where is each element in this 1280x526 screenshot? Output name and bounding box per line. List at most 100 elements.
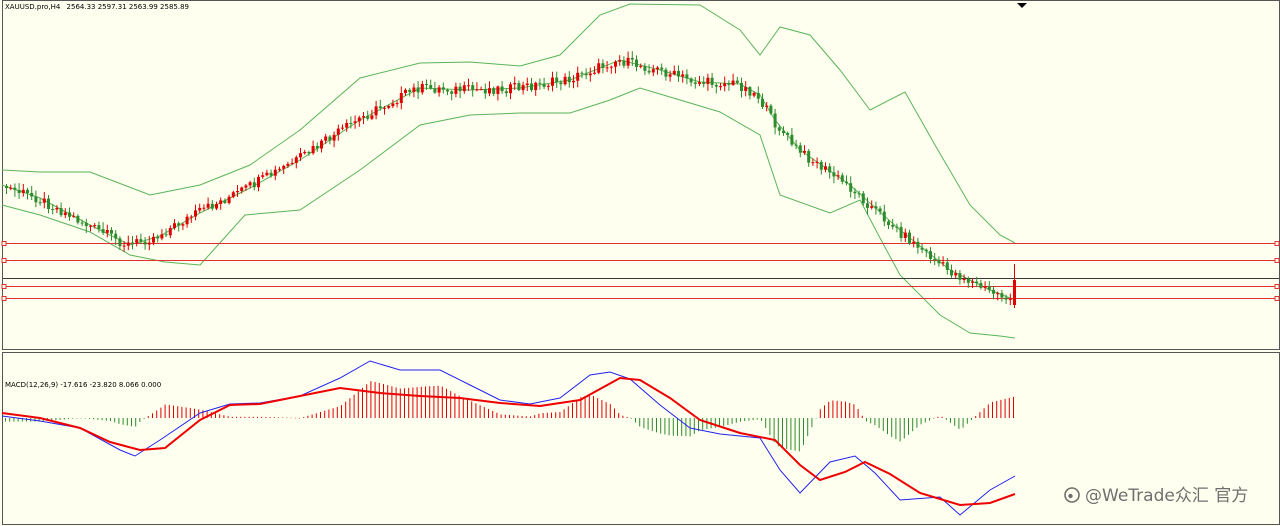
histogram-bar — [504, 414, 506, 418]
candle — [887, 219, 890, 229]
histogram-bar — [525, 416, 527, 418]
histogram-bar — [441, 386, 443, 418]
candle — [488, 81, 491, 97]
histogram-bar — [1013, 396, 1014, 418]
histogram-bar — [840, 401, 842, 418]
histogram-bar — [307, 415, 309, 418]
histogram-bar — [328, 409, 330, 418]
horizontal-levels[interactable] — [1, 241, 1280, 301]
level-handle-left[interactable] — [1, 258, 7, 263]
candle — [177, 221, 181, 232]
candle — [252, 177, 256, 191]
candle — [874, 201, 878, 215]
histogram-bar — [593, 396, 594, 418]
candle — [89, 224, 92, 232]
candle — [324, 133, 328, 144]
level-handle-right[interactable] — [1274, 241, 1280, 246]
candle — [147, 236, 151, 251]
candle — [315, 142, 319, 152]
candle — [1000, 290, 1004, 302]
candle — [824, 162, 827, 173]
candle — [945, 258, 949, 275]
candle — [353, 115, 357, 129]
candle — [173, 219, 176, 230]
candle — [143, 237, 147, 250]
candle — [462, 81, 466, 94]
histogram-bar — [105, 418, 107, 421]
candle — [815, 157, 819, 169]
level-handle-right[interactable] — [1274, 296, 1280, 301]
level-handle-right[interactable] — [1274, 258, 1280, 263]
candle — [903, 228, 907, 242]
candle — [202, 204, 206, 211]
candle — [782, 126, 785, 136]
candle — [320, 139, 323, 153]
histogram-bar — [882, 418, 884, 432]
candle — [5, 184, 8, 194]
candle — [399, 86, 403, 110]
macd-panel-label: MACD(12,26,9) -17.616 -23.820 8.066 0.00… — [5, 381, 161, 389]
candle — [93, 223, 97, 229]
level-handle-left[interactable] — [1, 296, 7, 301]
candle — [538, 78, 542, 90]
histogram-bar — [1004, 398, 1006, 418]
histogram-bar — [630, 418, 632, 419]
level-handle-right[interactable] — [1274, 284, 1280, 289]
histogram-bar — [740, 418, 741, 422]
histogram-bar — [68, 418, 69, 420]
candle — [525, 77, 529, 92]
candle — [51, 204, 55, 215]
level-handle-left[interactable] — [1, 284, 7, 289]
histogram-bar — [765, 418, 767, 428]
candle — [290, 158, 294, 166]
histogram-bar — [215, 413, 216, 418]
candle — [286, 161, 290, 169]
histogram-bar — [194, 408, 195, 418]
symbol-label: XAUUSD.pro,H4 — [5, 3, 61, 11]
histogram-bar — [345, 401, 347, 418]
candle — [996, 291, 1000, 301]
histogram-bar — [660, 418, 662, 434]
histogram-bar — [303, 417, 305, 418]
candle — [118, 236, 122, 250]
histogram-bar — [152, 413, 153, 418]
candle — [257, 174, 260, 192]
candle — [735, 76, 739, 85]
histogram-bar — [164, 404, 166, 418]
candle — [790, 128, 794, 147]
histogram-bar — [622, 415, 624, 418]
histogram-bar — [429, 386, 431, 418]
candle — [987, 281, 991, 293]
candle — [685, 69, 689, 85]
histogram-bar — [143, 418, 145, 419]
candle — [496, 85, 500, 101]
histogram-bar — [815, 418, 817, 419]
candle — [185, 213, 189, 228]
histogram-bar — [912, 418, 914, 432]
histogram-bar — [97, 418, 99, 420]
histogram-bar — [609, 404, 611, 418]
histogram-bar — [416, 387, 418, 418]
histogram-bar — [126, 418, 128, 426]
histogram-bar — [261, 416, 263, 418]
candle — [26, 187, 29, 200]
candle — [349, 116, 353, 129]
shift-marker-icon[interactable] — [1017, 3, 1027, 8]
candle — [30, 185, 34, 201]
candle — [395, 100, 399, 108]
candle — [513, 76, 517, 90]
candle — [807, 149, 811, 167]
histogram-bar — [576, 400, 578, 418]
candle — [181, 222, 185, 230]
histogram-bar — [26, 418, 27, 422]
candle — [958, 270, 962, 285]
candle — [261, 171, 265, 179]
histogram-bar — [828, 401, 830, 418]
candle — [723, 76, 727, 92]
candle — [194, 204, 197, 221]
level-handle-left[interactable] — [1, 241, 7, 246]
histogram-bar — [366, 384, 368, 418]
candle — [404, 88, 407, 97]
histogram-bar — [17, 418, 19, 422]
